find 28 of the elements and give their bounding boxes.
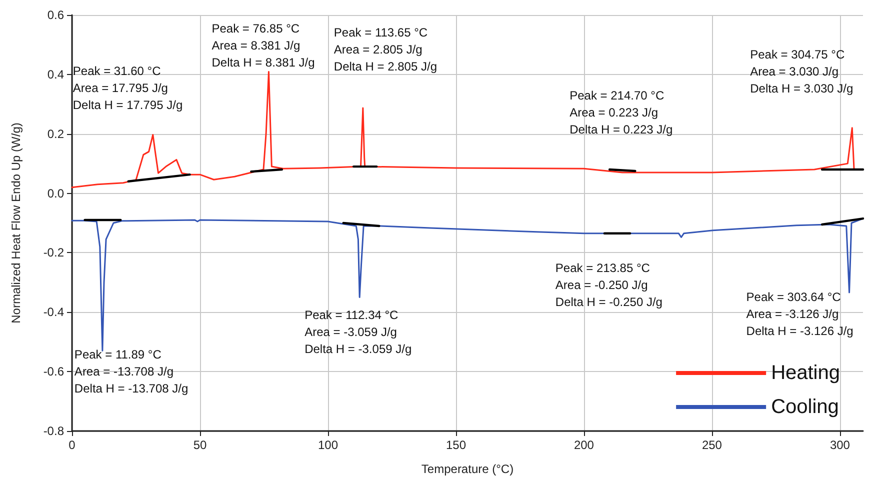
annotation: Peak = 214.70 °C Area = 0.223 J/g Delta H = 0.223 J/g: [570, 88, 673, 136]
x-tick-label: 50: [193, 438, 207, 452]
annotation: Peak = 76.85 °C Area = 8.381 J/g Delta H = 8.381 J/g: [212, 21, 315, 70]
annotation: Peak = 113.65 °C Area = 2.805 J/g Delta H = 2.805 J/g: [334, 26, 437, 74]
y-tick-label: -0.2: [43, 246, 64, 260]
y-axis-title: Normalized Heat Flow Endo Up (W/g): [9, 122, 23, 324]
y-tick-label: 0.2: [47, 126, 64, 141]
legend-label: Heating: [771, 362, 840, 384]
y-tick-label: 0.0: [47, 186, 64, 200]
x-tick-label: 150: [446, 438, 466, 452]
y-tick-label: -0.4: [43, 305, 64, 320]
legend-label: Cooling: [771, 396, 839, 418]
annotation: Peak = 112.34 °C Area = -3.059 J/g Delta H = -3.059 J/g: [304, 308, 412, 356]
x-tick-label: 200: [574, 438, 594, 452]
annotation: Peak = 304.75 °C Area = 3.030 J/g Delta H = 3.030 J/g: [750, 47, 854, 96]
y-tick-label: -0.6: [43, 364, 64, 379]
x-tick-label: 250: [702, 438, 722, 452]
annotation: Peak = 213.85 °C Area = -0.250 J/g Delta H = -0.250 J/g: [555, 260, 662, 309]
y-tick-label: -0.8: [43, 424, 64, 438]
x-axis-title: Temperature (°C): [421, 462, 514, 476]
x-tick-label: 0: [68, 438, 76, 452]
y-tick-label: 0.6: [47, 8, 64, 22]
annotation: Peak = 303.64 °C Area = -3.126 J/g Delta H = -3.126 J/g: [746, 290, 854, 338]
annotation: Peak = 11.89 °C Area = -13.708 J/g Delta H = -13.708 J/g: [74, 347, 188, 396]
y-tick-label: 0.4: [47, 67, 64, 82]
x-tick-label: 300: [830, 438, 850, 452]
x-tick-label: 100: [318, 438, 338, 452]
annotation: Peak = 31.60 °C Area = 17.795 J/g Delta H = 17.795 J/g: [72, 64, 183, 112]
